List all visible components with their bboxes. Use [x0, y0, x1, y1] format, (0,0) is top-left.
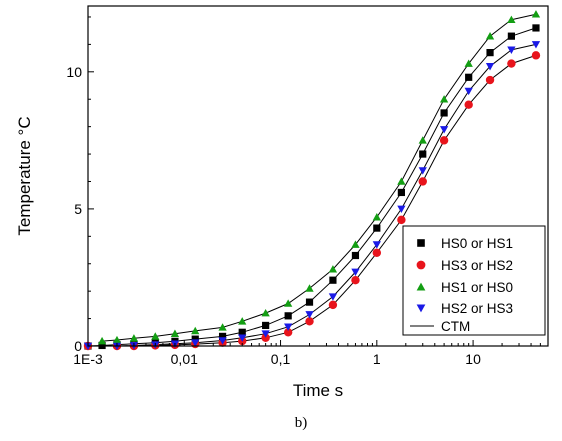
data-point-s1-15	[418, 177, 427, 186]
data-point-s0-12	[329, 276, 337, 284]
data-point-s0-11	[305, 298, 314, 306]
data-point-s3-20	[531, 41, 541, 49]
legend-label-ctm: CTM	[441, 319, 470, 334]
legend-box	[402, 225, 546, 336]
legend-marker-3	[416, 304, 426, 313]
data-point-s0-18	[465, 73, 473, 81]
data-point-s0-19	[486, 49, 494, 57]
x-tick-label: 0,1	[271, 351, 291, 367]
data-point-s1-11	[328, 300, 338, 310]
data-point-s1-14	[397, 215, 406, 225]
legend-label-2: HS1 or HS0	[441, 280, 513, 295]
data-point-s3-17	[464, 87, 473, 96]
data-point-s2-16	[439, 95, 449, 103]
data-point-s3-9	[284, 323, 293, 331]
data-point-s2-9	[284, 299, 293, 307]
data-point-s1-13	[372, 248, 382, 257]
data-point-s0-8	[238, 328, 246, 336]
data-point-s3-7	[238, 334, 247, 342]
x-axis-ticks: 1E-3 0,01 0,1 1 10	[73, 340, 549, 367]
x-tick-label: 0,01	[171, 351, 198, 367]
figure-caption: b)	[295, 415, 308, 431]
data-point-s3-14	[397, 205, 406, 214]
data-point-s2-3	[151, 332, 160, 340]
data-point-s0-6	[191, 335, 199, 343]
legend: HS0 or HS1 HS3 or HS2 HS1 or HS0 HS2 or HS3…	[402, 225, 546, 336]
data-point-s3-15	[418, 167, 427, 175]
data-point-s2-8	[261, 308, 270, 317]
data-point-s3-16	[439, 126, 449, 134]
y-tick-label: 0	[74, 338, 82, 354]
x-tick-label: 1E-3	[73, 351, 103, 367]
legend-marker-2	[416, 282, 426, 291]
data-point-s2-14	[397, 177, 406, 185]
data-point-s2-19	[507, 15, 516, 24]
data-point-s0-21	[532, 24, 540, 32]
data-point-s3-12	[351, 268, 360, 277]
plot-frame	[87, 5, 549, 347]
legend-label-1: HS3 or HS2	[441, 258, 513, 273]
data-point-s0-16	[419, 150, 427, 158]
data-point-s0-14	[373, 224, 381, 232]
data-point-s2-5	[191, 326, 200, 335]
data-point-s2-7	[238, 317, 247, 325]
data-point-s2-18	[485, 32, 495, 40]
y-axis-title: Temperature °C	[15, 116, 34, 235]
data-point-s1-17	[464, 100, 473, 109]
data-point-s2-20	[531, 10, 541, 18]
data-point-s2-10	[305, 284, 314, 292]
data-point-s2-11	[328, 265, 338, 273]
legend-label-0: HS0 or HS1	[441, 236, 513, 251]
data-point-s0-15	[397, 188, 405, 197]
data-point-s2-15	[418, 136, 427, 144]
data-point-s2-17	[464, 59, 473, 67]
data-point-s0-7	[218, 332, 227, 341]
y-tick-label: 5	[74, 201, 82, 217]
data-point-s2-12	[351, 240, 360, 248]
data-point-s2-1	[112, 335, 122, 344]
data-point-s2-13	[372, 212, 381, 221]
data-point-s0-13	[351, 251, 360, 260]
legend-label-3: HS2 or HS3	[441, 301, 513, 316]
x-axis-title: Time s	[293, 381, 343, 400]
data-point-s3-5	[191, 339, 200, 347]
data-point-s2-0	[97, 336, 107, 345]
data-point-s2-2	[129, 334, 139, 342]
data-point-s3-10	[305, 311, 314, 319]
data-point-s0-20	[507, 32, 515, 40]
data-point-s3-11	[328, 293, 338, 301]
data-point-s1-20	[531, 51, 541, 60]
data-point-s0-17	[440, 109, 448, 117]
data-point-s3-18	[485, 63, 495, 71]
data-point-s1-19	[507, 59, 516, 68]
data-point-s0-9	[262, 321, 270, 330]
data-point-s2-6	[218, 323, 227, 331]
ctm-curve-0	[87, 27, 537, 347]
legend-marker-1	[416, 260, 426, 270]
data-point-s2-4	[170, 329, 180, 337]
x-tick-label: 10	[465, 351, 481, 367]
data-point-s1-9	[283, 328, 293, 337]
data-point-s1-10	[305, 317, 314, 326]
data-point-s1-18	[485, 75, 495, 85]
y-axis-ticks: 0 5 10	[66, 16, 94, 354]
y-tick-label: 10	[66, 64, 82, 80]
data-point-s3-8	[261, 330, 270, 338]
data-point-s1-12	[351, 275, 360, 285]
legend-marker-0	[417, 239, 425, 247]
data-point-s3-19	[507, 46, 516, 55]
data-point-s3-6	[218, 337, 227, 345]
x-tick-label: 1	[373, 351, 381, 367]
data-point-s0-10	[284, 312, 292, 320]
data-point-s1-16	[439, 136, 449, 145]
data-point-s3-13	[372, 241, 381, 249]
